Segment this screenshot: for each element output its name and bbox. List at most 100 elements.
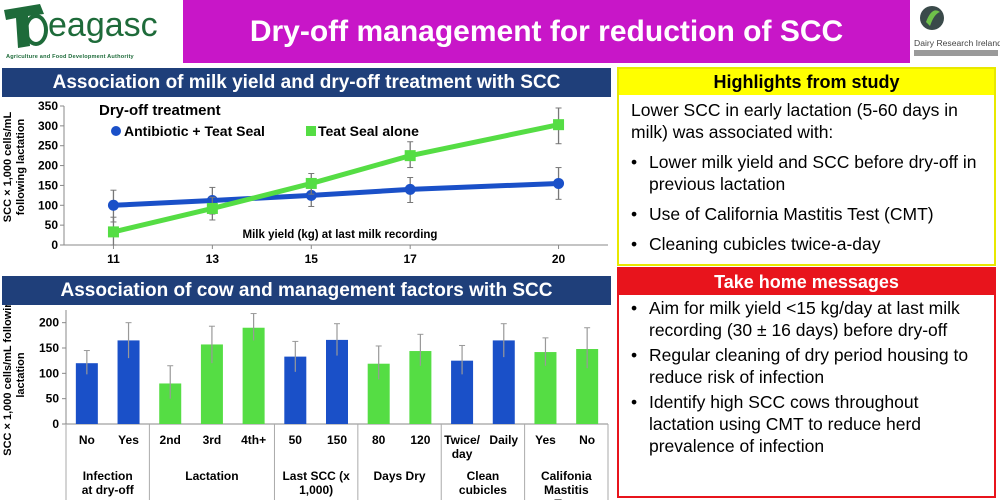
line-chart-marks	[107, 107, 565, 246]
takehome-item: Identify high SCC cows throughout lactat…	[631, 391, 988, 457]
bar	[576, 349, 599, 424]
logo-left-name: eagasc	[48, 6, 158, 44]
group-label: Califonia	[541, 469, 592, 483]
category-label: No	[579, 433, 595, 447]
line-chart-ylabel-1: SCC × 1,000 cells/mL	[2, 112, 14, 223]
group-label: Days Dry	[374, 469, 426, 483]
x-tick-label: 17	[404, 252, 418, 266]
y-tick-label: 300	[38, 119, 58, 133]
y-tick-label: 50	[45, 218, 59, 232]
group-label: Lactation	[185, 469, 238, 483]
y-tick-label: 350	[38, 99, 58, 113]
data-point	[553, 119, 565, 131]
category-label: day	[452, 447, 473, 461]
data-point	[404, 183, 416, 195]
legend-marker-antibiotic	[111, 126, 121, 136]
bar	[451, 360, 474, 424]
takehome-title: Take home messages	[619, 269, 994, 295]
chart1-title: Association of milk yield and dry-off tr…	[2, 68, 611, 97]
data-point	[553, 177, 565, 189]
bar	[367, 363, 390, 424]
legend-marker-teatseal	[306, 126, 316, 136]
category-label: 150	[327, 433, 347, 447]
dairy-research-logo: Dairy Research Ireland	[912, 0, 1000, 64]
takehome-item: Aim for milk yield <15 kg/day at last mi…	[631, 297, 988, 341]
category-label: 3rd	[203, 433, 222, 447]
bar	[75, 363, 98, 424]
takehome-item: Regular cleaning of dry period housing t…	[631, 344, 988, 388]
data-point	[206, 202, 218, 214]
data-point	[404, 150, 416, 162]
page-title: Dry-off management for reduction of SCC	[183, 0, 910, 63]
x-tick-label: 20	[552, 252, 566, 266]
highlight-item: Use of California Mastitis Test (CMT)	[631, 203, 988, 225]
category-label: 50	[289, 433, 303, 447]
bar	[326, 339, 348, 424]
y-tick-label: 100	[39, 366, 59, 380]
y-tick-label: 150	[39, 341, 59, 355]
y-tick-label: 50	[46, 392, 60, 406]
highlights-title: Highlights from study	[619, 69, 994, 95]
bar	[117, 340, 140, 424]
y-tick-label: 200	[38, 159, 58, 173]
y-tick-label: 200	[39, 316, 59, 330]
category-label: 4th+	[241, 433, 266, 447]
series-line	[112, 122, 560, 235]
bar-chart-ylabel-1: SCC × 1,000 cells/mL following	[2, 305, 14, 456]
line-chart-axes: 0 50 100 150 200 250 300 350 11 13 15 17 20	[38, 99, 608, 266]
group-label: Infection	[83, 469, 133, 483]
data-point	[107, 199, 119, 211]
highlight-item: Cleaning cubicles twice-a-day	[631, 233, 988, 255]
chart2-title: Association of cow and management factor…	[2, 276, 611, 305]
bar	[409, 351, 432, 424]
bar-chart-marks	[75, 313, 599, 424]
category-label: Yes	[535, 433, 556, 447]
y-tick-label: 0	[52, 417, 59, 431]
category-label: Yes	[118, 433, 139, 447]
group-label: cubicles	[459, 483, 507, 497]
category-label: Twice/	[444, 433, 480, 447]
group-label: Mastitis	[544, 483, 589, 497]
logo-right-name: Dairy Research Ireland	[914, 38, 1000, 48]
group-label: Clean	[467, 469, 500, 483]
x-tick-label: 11	[107, 252, 120, 266]
legend-label-teatseal: Teat Seal alone	[318, 123, 419, 139]
y-tick-label: 250	[38, 139, 58, 153]
data-point	[107, 226, 119, 238]
highlights-intro: Lower SCC in early lactation (5-60 days …	[631, 100, 958, 142]
logo-left-sub: Agriculture and Food Development Authori…	[6, 54, 135, 60]
bar	[492, 340, 515, 424]
dairy-research-logo-graphic: Dairy Research Ireland	[914, 6, 1000, 56]
line-chart-ylabel-2: following lactation	[15, 118, 27, 215]
bar	[284, 356, 307, 424]
category-label: Daily	[489, 433, 518, 447]
bar	[200, 344, 223, 424]
group-label: at dry-off	[82, 483, 135, 497]
series-line	[113, 180, 559, 208]
group-label: Test	[554, 497, 578, 500]
data-point	[305, 189, 317, 201]
y-tick-label: 150	[38, 178, 58, 192]
highlight-item: Lower milk yield and SCC before dry-off …	[631, 151, 988, 195]
data-point	[305, 177, 317, 189]
bar	[534, 352, 557, 424]
teagasc-logo-graphic: eagasc Agriculture and Food Development …	[4, 4, 158, 60]
line-chart-xlabel: Milk yield (kg) at last milk recording	[243, 229, 438, 241]
y-tick-label: 0	[51, 238, 58, 252]
y-tick-label: 100	[38, 198, 58, 212]
line-chart: 0 50 100 150 200 250 300 350 11 13 15 17 20 SCC × 1,…	[2, 99, 608, 266]
highlights-panel: Highlights from study Lower SCC in early…	[617, 67, 996, 266]
category-label: No	[79, 433, 95, 447]
legend-title: Dry-off treatment	[99, 102, 221, 119]
takehome-panel: Take home messages Aim for milk yield <1…	[617, 267, 996, 498]
teagasc-logo: eagasc Agriculture and Food Development …	[0, 0, 183, 64]
category-label: 80	[372, 433, 386, 447]
bar-chart-ylabel-2: lactation	[15, 352, 27, 398]
legend-label-antibiotic: Antibiotic + Teat Seal	[124, 123, 265, 139]
x-tick-label: 15	[305, 252, 319, 266]
category-label: 120	[410, 433, 430, 447]
x-tick-label: 13	[206, 252, 220, 266]
bar	[242, 327, 265, 424]
